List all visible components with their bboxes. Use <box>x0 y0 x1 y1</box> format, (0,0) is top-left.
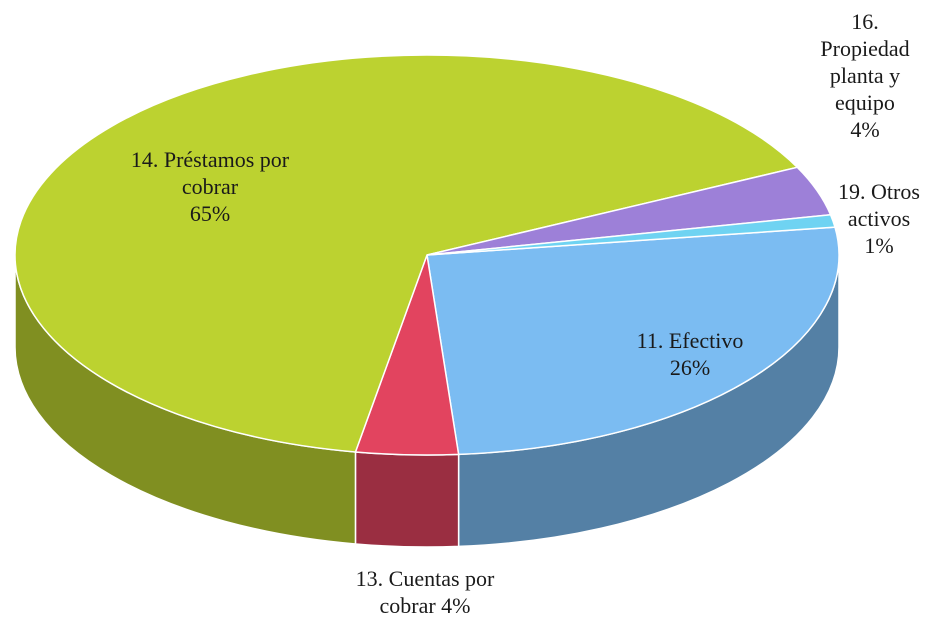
slice <box>426 213 836 256</box>
category-label: 11. Efectivo <box>636 328 744 353</box>
category-label: 16. Propiedad planta y equipo <box>820 9 910 115</box>
slice <box>14 54 799 453</box>
slice-label: 13. Cuentas por cobrar 4% <box>330 565 520 619</box>
category-label: 13. Cuentas por cobrar <box>355 566 495 618</box>
side-walls <box>14 254 840 548</box>
value-label: 4% <box>441 593 471 618</box>
value-label: 4% <box>850 117 880 142</box>
top-faces <box>14 54 840 456</box>
slice-side <box>354 451 460 548</box>
category-label: 19. Otros activos <box>838 179 920 231</box>
value-label: 65% <box>189 201 231 226</box>
value-label: 26% <box>669 355 711 380</box>
slice <box>426 226 840 456</box>
value-label: 1% <box>864 233 894 258</box>
category-label: 14. Préstamos por cobrar <box>130 147 290 199</box>
slice-label: 14. Préstamos por cobrar 65% <box>120 146 300 227</box>
slice-label: 11. Efectivo 26% <box>590 327 790 381</box>
slice-label: 19. Otros activos 1% <box>820 178 938 259</box>
slice-label: 16. Propiedad planta y equipo 4% <box>805 8 925 143</box>
